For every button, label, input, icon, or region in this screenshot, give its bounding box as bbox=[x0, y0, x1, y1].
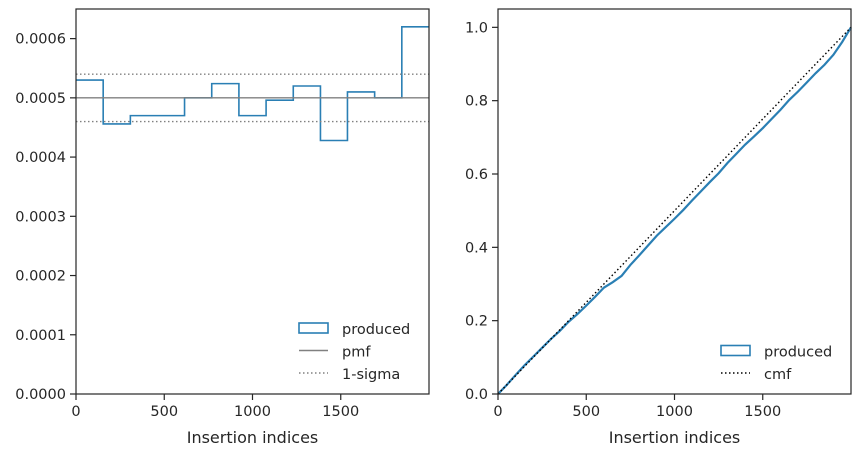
right-legend-swatch-produced bbox=[720, 344, 751, 357]
left-xtick-label: 1500 bbox=[322, 404, 359, 420]
left-xtick-label: 1000 bbox=[234, 404, 271, 420]
right-ytick-label: 0.6 bbox=[465, 167, 488, 183]
left-ytick-label: 0.0003 bbox=[15, 209, 66, 225]
left-xtick-label: 500 bbox=[150, 404, 178, 420]
left-ytick-label: 0.0004 bbox=[15, 150, 66, 166]
left-ytick-label: 0.0006 bbox=[15, 32, 66, 48]
left-legend-label-pmf: pmf bbox=[342, 345, 371, 361]
right-ytick-label: 0.8 bbox=[465, 94, 488, 110]
left-series-produced bbox=[76, 25, 429, 142]
right-ytick-label: 0.4 bbox=[465, 240, 488, 256]
left-xtick-label: 0 bbox=[71, 404, 80, 420]
right-plot-frame bbox=[497, 8, 852, 395]
left-ytick-label: 0.0005 bbox=[15, 91, 66, 107]
left-ytick-label: 0.0002 bbox=[15, 269, 66, 285]
right-xlabel: Insertion indices bbox=[609, 428, 741, 447]
right-xtick-label: 1500 bbox=[744, 404, 781, 420]
right-legend-label-cmf: cmf bbox=[764, 367, 792, 383]
right-axes: 0 500 1000 1500 0.0 0.2 0.4 0.6 0.8 1.0 Insertion … bbox=[465, 8, 852, 447]
right-ytick-label: 0.0 bbox=[465, 387, 488, 403]
left-xlabel: Insertion indices bbox=[187, 428, 319, 447]
right-series-cmf bbox=[497, 26, 852, 395]
right-ytick-label: 0.2 bbox=[465, 314, 488, 330]
right-xtick-label: 1000 bbox=[656, 404, 693, 420]
left-ytick-label: 0.0000 bbox=[15, 387, 66, 403]
right-legend-label-produced: produced bbox=[764, 345, 832, 361]
left-axes: 0 500 1000 1500 0.0000 0.0001 0.0002 0.0003 0.00… bbox=[15, 8, 430, 447]
left-ytick-label: 0.0001 bbox=[15, 328, 66, 344]
right-xtick-label: 0 bbox=[493, 404, 502, 420]
right-xtick-label: 500 bbox=[572, 404, 600, 420]
left-legend-swatch-produced bbox=[298, 322, 329, 334]
left-legend-label-produced: produced bbox=[342, 322, 410, 338]
left-legend-label-1-sigma: 1-sigma bbox=[342, 367, 400, 383]
right-ytick-label: 1.0 bbox=[465, 20, 488, 36]
